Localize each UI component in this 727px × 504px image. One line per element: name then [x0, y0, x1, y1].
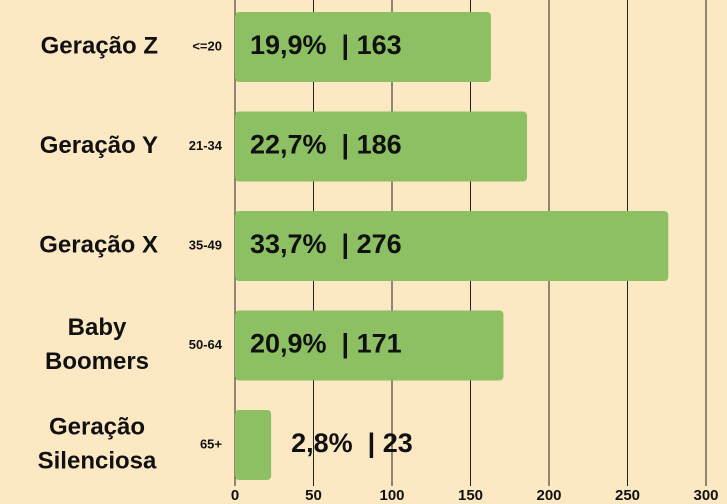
x-tick-label: 200: [536, 487, 561, 504]
value-label: 22,7% | 186: [250, 130, 402, 160]
value-label: 19,9% | 163: [250, 30, 402, 60]
x-tick-label: 250: [615, 487, 640, 504]
category-label: Geração: [49, 413, 145, 440]
bar: [235, 310, 504, 381]
category-label: Boomers: [45, 348, 149, 375]
age-label: 50-64: [189, 337, 223, 352]
age-label: <=20: [192, 38, 222, 53]
bar: [235, 111, 528, 182]
category-label: Geração Y: [40, 132, 158, 159]
bar: [235, 410, 272, 480]
age-label: 35-49: [189, 237, 222, 252]
value-label: 33,7% | 276: [250, 229, 402, 259]
age-label: 65+: [200, 436, 222, 451]
age-label: 21-34: [189, 138, 223, 153]
category-label: Geração X: [39, 231, 158, 258]
bar: [235, 12, 491, 82]
x-tick-label: 300: [693, 487, 718, 504]
x-tick-label: 150: [458, 487, 483, 504]
category-label: Baby: [68, 314, 127, 341]
x-tick-label: 50: [305, 487, 322, 504]
value-label: 20,9% | 171: [250, 329, 402, 359]
category-label: Silenciosa: [38, 447, 157, 474]
x-tick-label: 0: [231, 487, 239, 504]
x-tick-label: 100: [379, 487, 404, 504]
category-label: Geração Z: [41, 32, 158, 59]
bar: [235, 211, 669, 281]
value-label: 2,8% | 23: [291, 428, 413, 458]
